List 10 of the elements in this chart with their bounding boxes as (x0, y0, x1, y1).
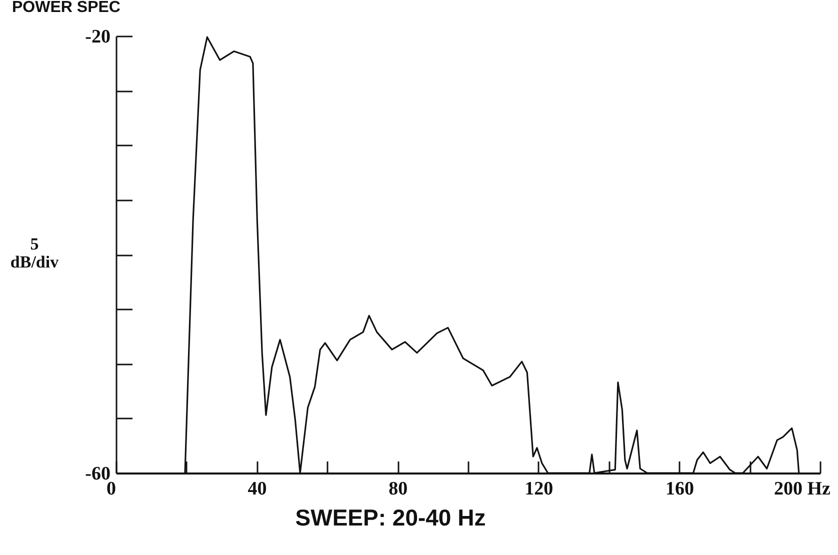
x-tick-label: 40 (248, 478, 267, 500)
x-tick-label: 80 (388, 478, 408, 500)
x-tick-label: 120 (524, 478, 554, 500)
x-tick-label: 200 Hz (774, 478, 832, 500)
x-tick-label: 160 (665, 478, 694, 500)
chart-title: POWER SPEC (12, 0, 121, 16)
y-axis-title: 5 dB/div (10, 234, 60, 272)
x-axis-title: SWEEP: 20-40 Hz (295, 504, 486, 530)
x-tick-label: 0 (106, 478, 116, 500)
y-tick-label: -20 (85, 26, 110, 48)
